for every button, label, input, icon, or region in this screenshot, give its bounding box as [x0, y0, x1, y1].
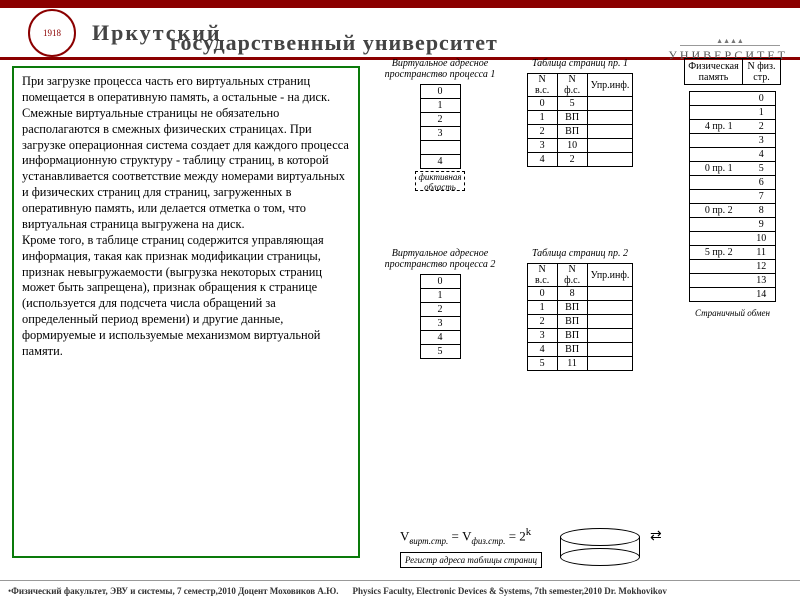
page-table-2: N в.с.N ф.с.Упр.инф.081ВП2ВП3ВП4ВП511	[527, 263, 634, 371]
explanation-textbox: При загрузке процесса часть его виртуаль…	[12, 66, 360, 558]
formula-exponent: k	[526, 526, 531, 538]
footer-en: Physics Faculty, Electronic Devices & Sy…	[353, 586, 667, 596]
footer: •Физический факультет, ЭВУ и системы, 7 …	[0, 580, 800, 600]
swap-arrow: ⇄	[650, 528, 662, 545]
phys-title-right: N физ. стр.	[743, 59, 781, 85]
phys-title-left: Физическая память	[685, 59, 743, 85]
university-title-2: государственный университет	[170, 30, 498, 56]
pt2-title: Таблица страниц пр. 2	[510, 248, 650, 259]
explanation-text: При загрузке процесса часть его виртуаль…	[22, 74, 350, 360]
page-table-1: N в.с.N ф.с.Упр.инф.051ВП2ВП31042	[527, 73, 634, 167]
logo-year: 1918	[43, 28, 61, 38]
diagrams-area: Виртуальное адресное пространство процес…	[370, 58, 790, 566]
disk-icon	[560, 528, 640, 566]
swap-label: Страничный обмен	[675, 308, 790, 318]
page-size-formula: Vвирт.стр. = Vфиз.стр. = 2k	[400, 526, 531, 546]
footer-ru: Физический факультет, ЭВУ и системы, 7 с…	[11, 586, 338, 596]
vas1-title: Виртуальное адресное пространство процес…	[380, 58, 500, 80]
register-box: Регистр адреса таблицы страниц	[400, 552, 542, 568]
fictional-region: фиктивная область	[415, 171, 465, 191]
pt1-title: Таблица страниц пр. 1	[510, 58, 650, 69]
physical-memory-table: 014 пр. 12340 пр. 15670 пр. 289105 пр. 2…	[689, 91, 776, 302]
vas2-title: Виртуальное адресное пространство процес…	[380, 248, 500, 270]
vas1-table: 01234	[420, 84, 461, 169]
building-icon: ▲▲▲▲	[680, 6, 780, 46]
phys-header: Физическая память N физ. стр.	[684, 58, 781, 85]
vas2-table: 012345	[420, 274, 461, 359]
university-logo: 1918	[28, 9, 76, 57]
